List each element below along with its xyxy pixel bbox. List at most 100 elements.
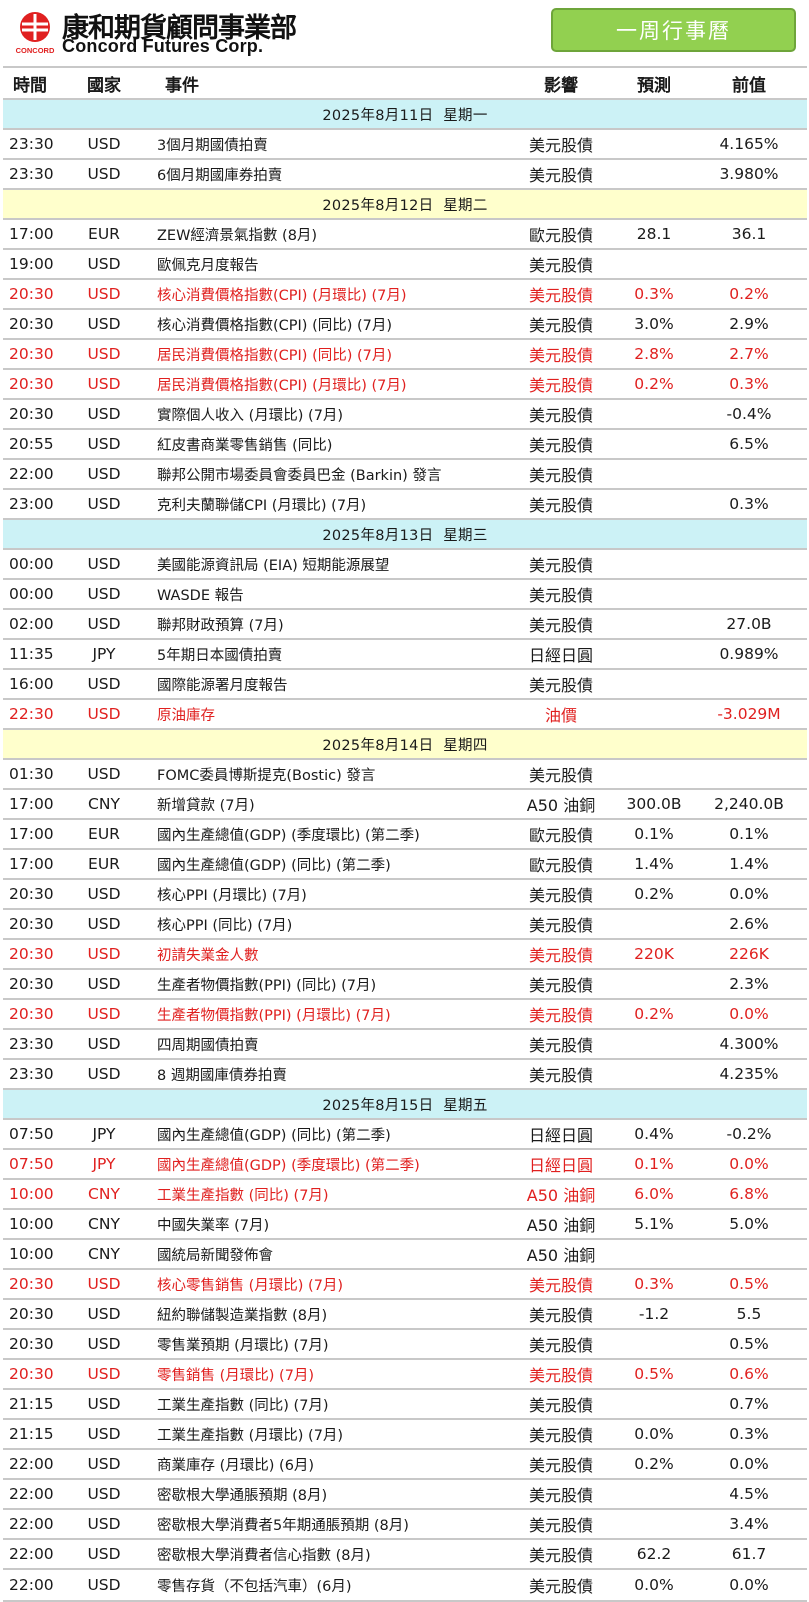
event-impact: 美元股債 <box>528 136 593 155</box>
event-previous: 0.5% <box>729 1275 769 1293</box>
event-name: 密歇根大學通脹預期 (8月) <box>157 1487 328 1504</box>
event-currency: USD <box>87 435 121 453</box>
table-body: 2025年8月11日 星期一 23:30 USD 3個月期國債拍賣 美元股債 4.165%… <box>3 100 807 1600</box>
event-time: 20:30 <box>9 345 54 363</box>
event-currency: USD <box>87 1005 121 1023</box>
event-name: 國內生產總值(GDP) (同比) (第二季) <box>157 1127 391 1144</box>
event-time: 23:00 <box>9 495 54 513</box>
event-row: 11:35 JPY 5年期日本國債拍賣 日經日圓 0.989% <box>3 640 807 670</box>
event-impact: 美元股債 <box>528 1066 593 1085</box>
event-name: 核心PPI (同比) (7月) <box>157 917 293 934</box>
event-currency: EUR <box>88 225 120 243</box>
event-time: 22:00 <box>9 1515 54 1533</box>
event-impact: 美元股債 <box>528 1276 593 1295</box>
event-forecast: 28.1 <box>636 225 672 243</box>
event-impact: 美元股債 <box>528 1456 593 1475</box>
event-time: 07:50 <box>9 1155 54 1173</box>
event-currency: USD <box>87 1335 121 1353</box>
event-previous: 2.7% <box>729 345 769 363</box>
event-impact: 油價 <box>544 706 577 725</box>
event-impact: 美元股債 <box>528 406 593 425</box>
event-currency: USD <box>87 1545 121 1563</box>
event-impact: 歐元股債 <box>528 856 593 875</box>
event-row: 22:00 USD 聯邦公開市場委員會委員巴金 (Barkin) 發言 美元股債 <box>3 460 807 490</box>
event-row: 22:30 USD 原油庫存 油價 -3.029M <box>3 700 807 730</box>
event-row: 20:30 USD 零售銷售 (月環比) (7月) 美元股債 0.5% 0.6% <box>3 1360 807 1390</box>
event-row: 21:15 USD 工業生產指數 (月環比) (7月) 美元股債 0.0% 0.3% <box>3 1420 807 1450</box>
event-row: 23:00 USD 克利夫蘭聯儲CPI (月環比) (7月) 美元股債 0.3% <box>3 490 807 520</box>
col-impact-header: 影響 <box>544 75 578 96</box>
event-row: 23:30 USD 四周期國債拍賣 美元股債 4.300% <box>3 1030 807 1060</box>
event-impact: 美元股債 <box>528 1336 593 1355</box>
event-previous: 0.1% <box>729 825 769 843</box>
event-row: 20:30 USD 核心PPI (同比) (7月) 美元股債 2.6% <box>3 910 807 940</box>
event-row: 20:30 USD 居民消費價格指數(CPI) (同比) (7月) 美元股債 2.8% 2… <box>3 340 807 370</box>
event-previous: 3.980% <box>719 165 779 183</box>
event-time: 22:00 <box>9 465 54 483</box>
event-name: 原油庫存 <box>157 707 215 724</box>
event-forecast: 0.1% <box>634 1155 674 1173</box>
event-time: 21:15 <box>9 1425 54 1443</box>
event-time: 16:00 <box>9 675 54 693</box>
event-impact: A50 油銅 <box>526 1216 596 1235</box>
event-previous: 0.0% <box>729 1005 769 1023</box>
event-row: 07:50 JPY 國內生產總值(GDP) (季度環比) (第二季) 日經日圓 0.1%… <box>3 1150 807 1180</box>
event-forecast: 5.1% <box>634 1215 674 1233</box>
header: CONCORD 康和期貨顧問事業部 Concord Futures Corp. … <box>0 0 809 64</box>
event-impact: 美元股債 <box>528 346 593 365</box>
event-name: 核心零售銷售 (月環比) (7月) <box>157 1277 344 1294</box>
event-currency: USD <box>87 315 121 333</box>
event-row: 20:30 USD 生產者物價指數(PPI) (同比) (7月) 美元股債 2.3% <box>3 970 807 1000</box>
event-previous: -0.4% <box>726 405 772 423</box>
event-name: 密歇根大學消費者信心指數 (8月) <box>157 1547 371 1564</box>
event-currency: USD <box>87 1425 121 1443</box>
event-name: 國內生產總值(GDP) (季度環比) (第二季) <box>157 1157 420 1174</box>
event-time: 22:00 <box>9 1545 54 1563</box>
date-label: 2025年8月15日 星期五 <box>322 1097 488 1114</box>
event-time: 20:30 <box>9 1005 54 1023</box>
event-name: 核心消費價格指數(CPI) (月環比) (7月) <box>157 287 407 304</box>
event-currency: USD <box>87 1365 121 1383</box>
event-impact: 歐元股債 <box>528 226 593 245</box>
event-currency: USD <box>87 615 121 633</box>
event-impact: 日經日圓 <box>528 1126 593 1145</box>
event-row: 20:30 USD 初請失業金人數 美元股債 220K 226K <box>3 940 807 970</box>
event-currency: USD <box>87 675 121 693</box>
event-impact: 美元股債 <box>528 916 593 935</box>
event-time: 23:30 <box>9 135 54 153</box>
event-previous: 5.5 <box>736 1305 762 1323</box>
event-row: 17:00 EUR ZEW經濟景氣指數 (8月) 歐元股債 28.1 36.1 <box>3 220 807 250</box>
event-forecast: 0.3% <box>634 285 674 303</box>
event-time: 22:00 <box>9 1485 54 1503</box>
event-time: 23:30 <box>9 1065 54 1083</box>
event-forecast: 6.0% <box>634 1185 674 1203</box>
event-forecast: 0.1% <box>634 825 674 843</box>
company-name-en: Concord Futures Corp. <box>62 36 264 56</box>
event-currency: USD <box>87 1485 121 1503</box>
event-row: 21:15 USD 工業生產指數 (同比) (7月) 美元股債 0.7% <box>3 1390 807 1420</box>
event-row: 16:00 USD 國際能源署月度報告 美元股債 <box>3 670 807 700</box>
event-currency: USD <box>87 915 121 933</box>
event-impact: 美元股債 <box>528 586 593 605</box>
event-name: 零售業預期 (月環比) (7月) <box>157 1337 329 1354</box>
week-calendar-button[interactable]: 一周行事曆 <box>551 8 796 52</box>
date-label: 2025年8月11日 星期一 <box>322 107 488 124</box>
event-impact: 日經日圓 <box>528 646 593 665</box>
event-time: 00:00 <box>9 585 54 603</box>
event-previous: 4.235% <box>719 1065 779 1083</box>
event-forecast: 3.0% <box>634 315 674 333</box>
event-name: 新增貸款 (7月) <box>157 797 255 814</box>
col-time-header: 時間 <box>13 75 47 96</box>
event-name: 國內生產總值(GDP) (季度環比) (第二季) <box>157 827 420 844</box>
event-time: 22:00 <box>9 1576 54 1594</box>
event-currency: CNY <box>88 1245 120 1263</box>
event-name: 四周期國債拍賣 <box>157 1037 259 1054</box>
event-impact: A50 油銅 <box>526 1246 596 1265</box>
event-time: 10:00 <box>9 1215 54 1233</box>
event-impact: 美元股債 <box>528 1036 593 1055</box>
event-row: 17:00 EUR 國內生產總值(GDP) (同比) (第二季) 歐元股債 1.4% 1.… <box>3 850 807 880</box>
event-name: 工業生產指數 (同比) (7月) <box>157 1397 329 1414</box>
event-currency: CNY <box>88 1215 120 1233</box>
event-name: 零售銷售 (月環比) (7月) <box>157 1367 315 1384</box>
